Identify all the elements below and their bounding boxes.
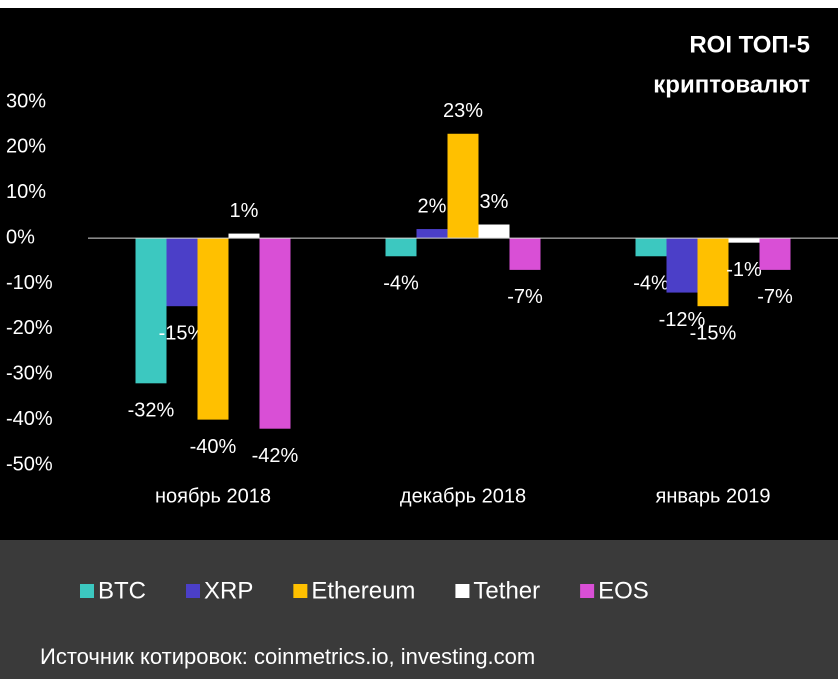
data-label: -42% (252, 445, 299, 467)
x-tick-label: ноябрь 2018 (155, 485, 271, 507)
legend-label: XRP (204, 577, 253, 604)
data-label: -1% (726, 259, 762, 281)
bar (197, 238, 229, 420)
bar (385, 238, 417, 257)
legend-label: EOS (598, 577, 649, 604)
data-label: 1% (230, 200, 259, 222)
legend-label: Ethereum (311, 577, 415, 604)
y-tick-label: 30% (6, 90, 46, 112)
source-note: Источник котировок: coinmetrics.io, inve… (40, 644, 535, 669)
data-label: 2% (418, 195, 447, 217)
data-label: -40% (190, 436, 237, 458)
y-tick-label: -20% (6, 317, 53, 339)
bar (728, 238, 760, 243)
data-label: -15% (690, 322, 737, 344)
y-tick-label: -40% (6, 408, 53, 430)
data-label: -7% (507, 286, 543, 308)
legend-label: Tether (473, 577, 540, 604)
y-tick-label: -10% (6, 272, 53, 294)
bar (635, 238, 667, 257)
bar (228, 233, 260, 239)
chart-title: ROI ТОП-5 (689, 31, 810, 58)
x-tick-label: декабрь 2018 (400, 485, 526, 507)
legend-swatch (186, 584, 200, 598)
bar (509, 238, 541, 270)
bar (697, 238, 729, 307)
legend-swatch (293, 584, 308, 598)
legend-swatch (455, 584, 470, 598)
bar (259, 238, 291, 429)
data-label: -12% (659, 309, 706, 331)
y-tick-label: 0% (6, 226, 35, 248)
data-label: -32% (128, 400, 175, 422)
bar (447, 133, 479, 239)
data-label: 3% (480, 191, 509, 213)
y-tick-label: -50% (6, 453, 53, 475)
bar (135, 238, 167, 384)
data-label: -4% (633, 273, 669, 295)
bar (478, 224, 510, 239)
y-tick-label: 10% (6, 181, 46, 203)
bar (759, 238, 791, 270)
data-label: 23% (443, 100, 483, 122)
data-label: -15% (159, 322, 206, 344)
y-tick-label: 20% (6, 136, 46, 158)
bar (666, 238, 698, 293)
x-tick-label: январь 2019 (656, 485, 771, 507)
legend-background (0, 540, 838, 679)
legend-swatch (80, 584, 94, 598)
bar (416, 229, 448, 239)
legend-swatch (580, 584, 595, 598)
data-label: -7% (757, 286, 793, 308)
chart-title: криптовалют (653, 71, 810, 98)
legend-label: BTC (98, 577, 146, 604)
bar (166, 238, 198, 307)
y-tick-label: -30% (6, 363, 53, 385)
data-label: -4% (383, 273, 419, 295)
